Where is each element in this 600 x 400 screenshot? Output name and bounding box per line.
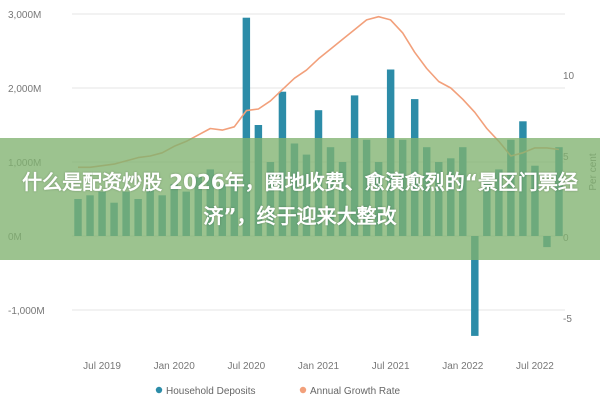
headline-title: 什么是配资炒股 2026年，圈地收费、愈演愈烈的“景区门票经济”，终于迎来大整改 — [22, 170, 578, 228]
x-tick-label: Jul 2019 — [83, 361, 121, 372]
headline-banner: 什么是配资炒股 2026年，圈地收费、愈演愈烈的“景区门票经济”，终于迎来大整改 — [0, 138, 600, 260]
y-right-tick-label: 10 — [563, 71, 575, 82]
x-tick-label: Jan 2021 — [298, 361, 340, 372]
legend-bar-marker — [155, 386, 163, 394]
household-deposits-bar — [471, 236, 479, 336]
x-tick-label: Jul 2021 — [372, 361, 410, 372]
legend-bar-label: Household Deposits — [166, 386, 256, 397]
y-left-tick-label: 3,000M — [8, 10, 41, 21]
x-tick-label: Jan 2022 — [442, 361, 484, 372]
y-left-tick-label: 2,000M — [8, 84, 41, 95]
x-tick-label: Jan 2020 — [154, 361, 196, 372]
y-right-tick-label: -5 — [563, 314, 572, 325]
legend: Household Deposits Annual Growth Rate — [155, 386, 400, 397]
household-deposits-bar — [242, 17, 251, 237]
legend-line-marker — [299, 386, 307, 394]
x-tick-label: Jul 2022 — [516, 361, 554, 372]
legend-line-label: Annual Growth Rate — [310, 386, 400, 397]
x-tick-label: Jul 2020 — [227, 361, 265, 372]
y-left-tick-label: -1,000M — [8, 306, 45, 317]
